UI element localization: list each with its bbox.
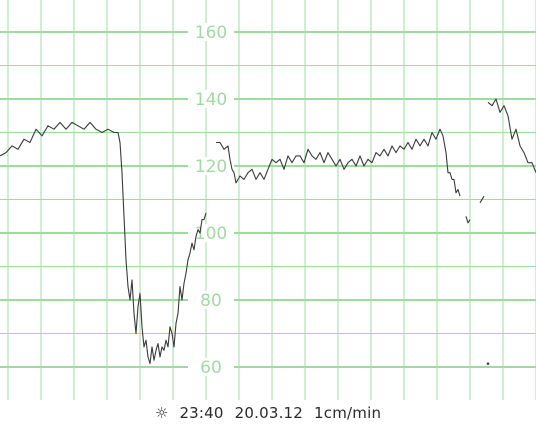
fhr-trace-segment-3 xyxy=(479,195,485,204)
tick-label-bg xyxy=(188,157,234,175)
footer-timestamp-line: ☼ 23:40 20.03.12 1cm/min xyxy=(0,404,536,422)
y-tick-label-120: 120 xyxy=(195,157,227,177)
tick-label-bg xyxy=(188,358,234,376)
trace-dot-0 xyxy=(486,362,490,365)
ctg-chart: 60 80 100 120 140 160 xyxy=(0,0,536,400)
y-tick-labels: 60 80 100 120 140 160 xyxy=(188,23,234,378)
y-tick-label-160: 160 xyxy=(195,23,227,43)
grid xyxy=(0,0,536,400)
fhr-trace-segment-0 xyxy=(0,121,207,365)
y-tick-label-140: 140 xyxy=(195,90,227,110)
tick-label-bg xyxy=(188,90,234,108)
sun-icon: ☼ xyxy=(154,404,169,422)
y-tick-label-60: 60 xyxy=(200,358,222,378)
fhr-trace-segment-2 xyxy=(465,216,471,224)
fhr-trace-segment-1 xyxy=(216,128,461,197)
tick-label-bg xyxy=(188,23,234,41)
footer-time: 23:40 xyxy=(179,404,224,422)
footer-date: 20.03.12 xyxy=(234,404,304,422)
tick-label-bg xyxy=(188,224,234,242)
footer-paper-speed: 1cm/min xyxy=(314,404,382,422)
fhr-trace-segment-4 xyxy=(487,98,536,173)
tick-label-bg xyxy=(188,291,234,309)
fhr-trace xyxy=(0,98,536,365)
y-tick-label-80: 80 xyxy=(200,291,222,311)
y-tick-label-100: 100 xyxy=(195,224,227,244)
